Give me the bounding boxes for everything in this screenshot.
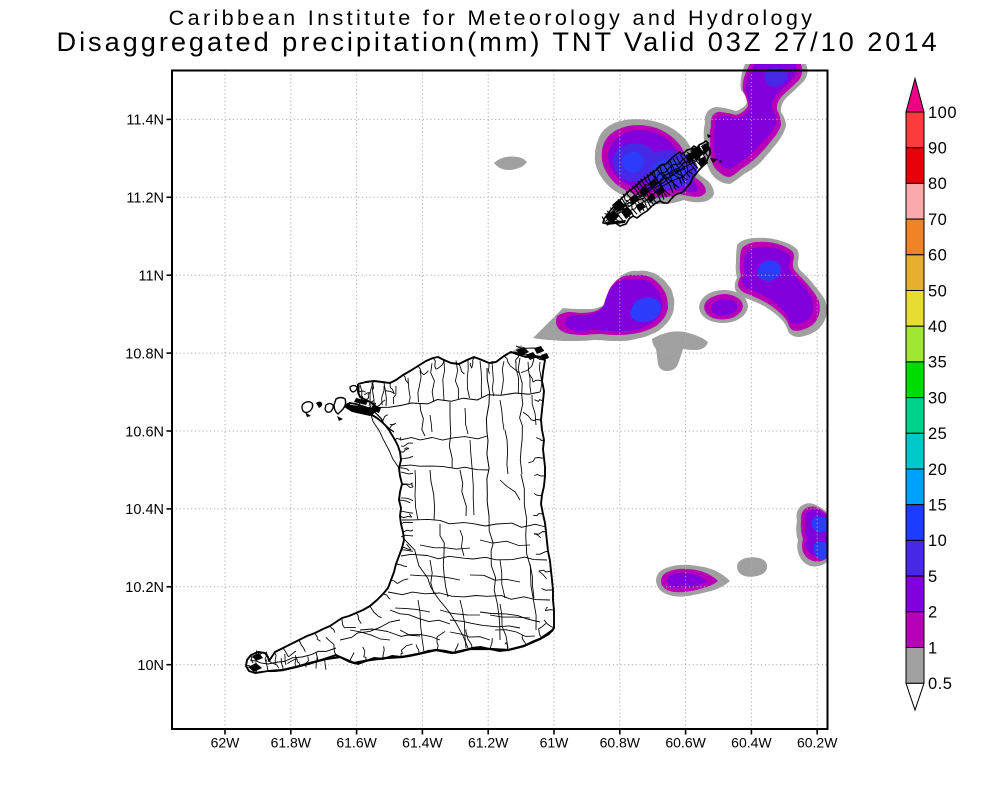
svg-text:11.2N: 11.2N bbox=[126, 191, 164, 207]
svg-text:70: 70 bbox=[928, 211, 947, 229]
svg-text:80: 80 bbox=[928, 175, 947, 193]
svg-text:61.4W: 61.4W bbox=[402, 734, 443, 750]
svg-text:10: 10 bbox=[928, 532, 947, 550]
svg-text:100: 100 bbox=[928, 104, 957, 122]
svg-text:11N: 11N bbox=[138, 269, 164, 285]
svg-text:20: 20 bbox=[928, 461, 947, 479]
svg-text:1: 1 bbox=[928, 639, 938, 657]
svg-text:11.4N: 11.4N bbox=[126, 113, 164, 129]
svg-text:60.6W: 60.6W bbox=[665, 734, 706, 750]
svg-text:60.4W: 60.4W bbox=[731, 734, 772, 750]
svg-text:0.5: 0.5 bbox=[928, 675, 952, 693]
svg-text:10.8N: 10.8N bbox=[125, 346, 164, 362]
svg-text:Caribbean Institute for Meteor: Caribbean Institute for Meteorology and … bbox=[169, 5, 816, 30]
svg-text:50: 50 bbox=[928, 282, 947, 300]
svg-text:61W: 61W bbox=[540, 734, 570, 750]
svg-text:Disaggregated precipitation(mm: Disaggregated precipitation(mm) TNT Vali… bbox=[56, 26, 939, 57]
svg-text:10.6N: 10.6N bbox=[125, 424, 164, 440]
svg-text:61.8W: 61.8W bbox=[271, 734, 312, 750]
svg-text:2: 2 bbox=[928, 604, 938, 622]
svg-text:40: 40 bbox=[928, 318, 947, 336]
svg-text:30: 30 bbox=[928, 389, 947, 407]
svg-text:62W: 62W bbox=[211, 734, 241, 750]
svg-text:90: 90 bbox=[928, 140, 947, 158]
svg-text:5: 5 bbox=[928, 568, 938, 586]
svg-text:61.6W: 61.6W bbox=[336, 734, 377, 750]
svg-text:10N: 10N bbox=[137, 658, 164, 674]
svg-text:60.8W: 60.8W bbox=[600, 734, 641, 750]
svg-text:25: 25 bbox=[928, 425, 947, 443]
svg-text:61.2W: 61.2W bbox=[468, 734, 509, 750]
svg-text:60.2W: 60.2W bbox=[797, 734, 838, 750]
svg-text:35: 35 bbox=[928, 354, 947, 372]
svg-text:15: 15 bbox=[928, 497, 947, 515]
svg-text:10.4N: 10.4N bbox=[125, 502, 164, 518]
svg-text:10.2N: 10.2N bbox=[125, 580, 164, 596]
svg-text:60: 60 bbox=[928, 247, 947, 265]
